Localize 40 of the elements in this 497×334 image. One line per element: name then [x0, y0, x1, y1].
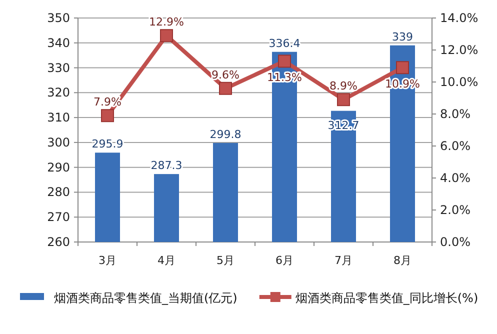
- data-label: 295.9: [92, 138, 124, 151]
- x-tick-label: 7月: [334, 254, 352, 267]
- data-label: 299.8: [210, 128, 242, 141]
- point: [396, 61, 409, 74]
- data-label: 336.4: [268, 36, 300, 50]
- point: [219, 82, 232, 95]
- y2-tick-label: 0.0%: [440, 235, 470, 249]
- data-label: 287.3: [150, 159, 182, 172]
- y-tick-label: 330: [47, 60, 70, 75]
- y2-tick-label: 12.0%: [440, 43, 478, 57]
- point: [101, 109, 114, 122]
- y-tick-label: 260: [47, 235, 70, 249]
- y-tick-label: 350: [47, 11, 70, 25]
- legend-label: 烟酒类商品零售类值_当期值(亿元): [54, 291, 238, 305]
- legend-label: 烟酒类商品零售类值_同比增长(%): [295, 291, 478, 305]
- data-label: 9.6%: [212, 68, 240, 82]
- x-tick-label: 3月: [98, 254, 116, 267]
- y-tick-label: 340: [47, 36, 70, 50]
- y2-tick-label: 2.0%: [440, 203, 470, 217]
- x-tick-label: 6月: [276, 254, 294, 267]
- y2-tick-label: 10.0%: [440, 75, 478, 89]
- x-tick-label: 8月: [394, 254, 412, 267]
- x-tick-label: 4月: [158, 254, 176, 267]
- point: [160, 29, 173, 42]
- data-label: 8.9%: [330, 80, 358, 93]
- y-tick-label: 300: [47, 135, 70, 150]
- y-tick-label: 270: [47, 210, 70, 224]
- y2-tick-label: 4.0%: [440, 171, 470, 185]
- x-tick-label: 5月: [216, 254, 234, 267]
- y-tick-label: 320: [47, 86, 70, 100]
- point: [278, 54, 291, 68]
- y2-tick-label: 8.0%: [440, 107, 470, 121]
- y2-tick-label: 6.0%: [440, 139, 470, 153]
- y2-tick-label: 14.0%: [440, 11, 478, 25]
- data-label: 339: [392, 30, 413, 44]
- y-tick-label: 310: [47, 110, 70, 125]
- y-tick-label: 290: [47, 160, 70, 174]
- data-label: 12.9%: [149, 16, 184, 29]
- y-tick-label: 280: [47, 185, 70, 200]
- point: [337, 93, 350, 106]
